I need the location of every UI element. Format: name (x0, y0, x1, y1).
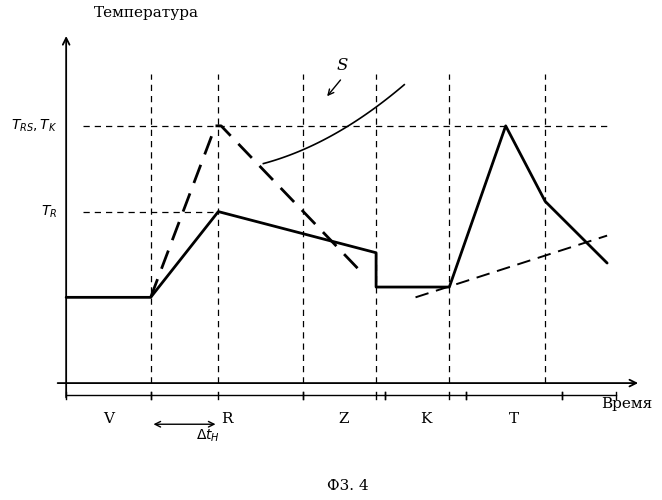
Text: Ф3. 4: Ф3. 4 (327, 479, 369, 493)
Text: Температура: Температура (94, 6, 199, 20)
Text: T: T (509, 412, 519, 426)
Text: $T_{RS}, T_K$: $T_{RS}, T_K$ (11, 118, 58, 134)
Text: K: K (420, 412, 431, 426)
Text: $T_R$: $T_R$ (41, 204, 58, 220)
Text: V: V (103, 412, 114, 426)
Text: Время: Время (601, 397, 652, 411)
Text: S: S (336, 58, 348, 74)
Text: Z: Z (338, 412, 349, 426)
Text: $\Delta t_H$: $\Delta t_H$ (196, 428, 220, 444)
Text: R: R (221, 412, 232, 426)
